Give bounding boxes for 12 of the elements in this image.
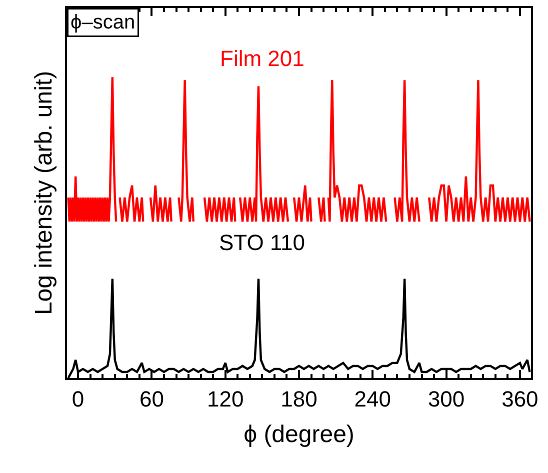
series-label: Film 201 <box>220 46 304 71</box>
x-tick-label: 0 <box>72 386 84 412</box>
x-tick-label: 60 <box>139 386 164 412</box>
text: ϕ–scan <box>70 12 136 34</box>
x-tick-label: 300 <box>428 386 465 412</box>
x-tick-label: 240 <box>354 386 392 412</box>
x-tick-label: 120 <box>206 386 244 412</box>
y-axis-title: Log intensity (arb. unit) <box>30 70 58 316</box>
x-tick-label: 360 <box>502 386 538 412</box>
series-label: STO 110 <box>219 230 306 255</box>
x-tick-label: 180 <box>280 386 318 412</box>
x-axis-title: ϕ (degree) <box>244 421 354 448</box>
